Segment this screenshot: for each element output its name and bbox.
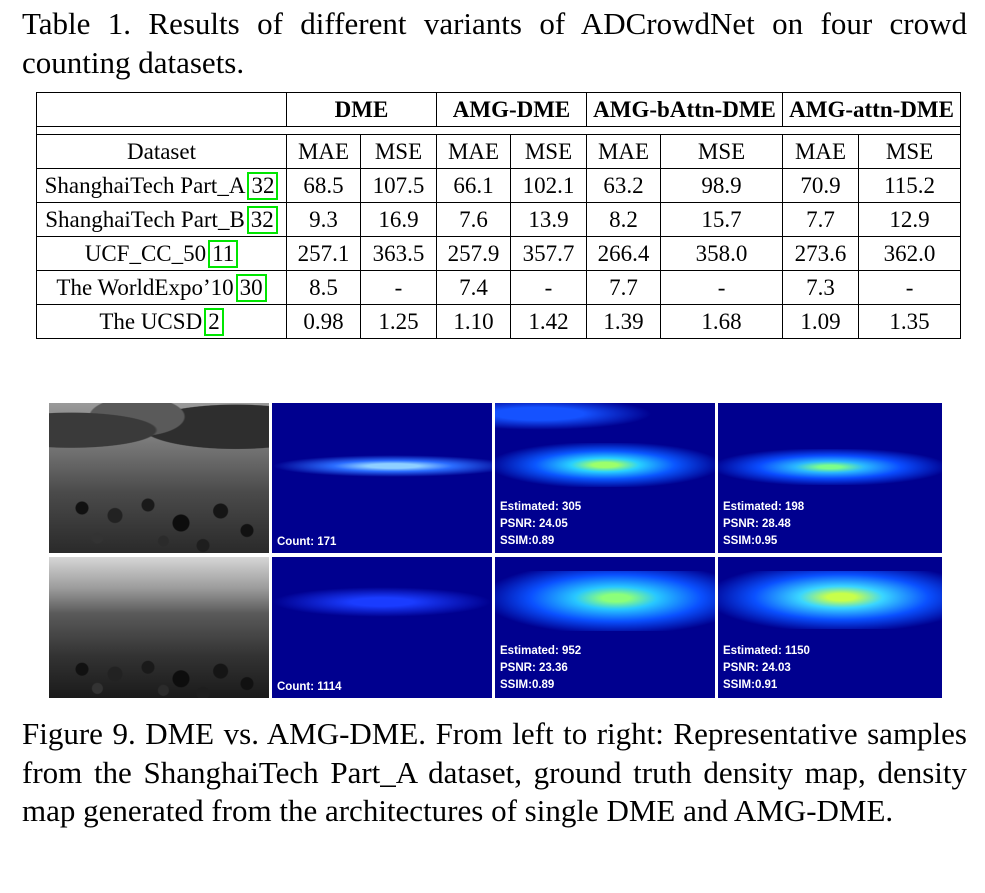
dme-density-map-1: Estimated: 305 PSNR: 24.05 SSIM:0.89: [495, 403, 715, 553]
citation-link[interactable]: 11: [208, 239, 239, 268]
table-caption: Table 1. Results of different variants o…: [22, 6, 967, 80]
table-cell-best: 7.3: [782, 270, 860, 305]
citation-link[interactable]: 2: [204, 307, 224, 336]
table-cell: -: [359, 270, 438, 305]
table-cell: 1.09: [782, 304, 860, 339]
amg-dme-density-map-1: Estimated: 198 PSNR: 28.48 SSIM:0.95: [718, 403, 942, 553]
citation-link[interactable]: 32: [246, 205, 278, 234]
ground-truth-count: Count: 1114: [277, 681, 342, 693]
dme-estimate-text: Estimated: 305 PSNR: 24.05 SSIM:0.89: [500, 501, 582, 547]
table-cell: 257.9: [436, 236, 512, 271]
table-cell: 8.5: [286, 270, 361, 305]
metric-header: MAE: [782, 134, 860, 169]
table-cell: -: [660, 270, 784, 305]
group-header-row: DME AMG-DME AMG-bAttn-DME AMG-attn-DME: [36, 92, 962, 127]
empty-corner-cell: [36, 92, 287, 127]
metric-header: MAE: [436, 134, 512, 169]
results-table: DME AMG-DME AMG-bAttn-DME AMG-attn-DME D…: [36, 92, 962, 339]
dataset-name: The UCSD 2: [36, 304, 287, 339]
ground-truth-density-map-2: Count: 1114: [272, 557, 492, 698]
table-row: The WorldExpo’10 30 8.5 - 7.4 - 7.7 - 7.3…: [36, 270, 962, 305]
table-cell: 68.5: [286, 168, 361, 203]
metric-header: MSE: [359, 134, 438, 169]
table-cell: 66.1: [436, 168, 512, 203]
group-header-dme: DME: [285, 92, 438, 127]
crowd-photo-sample-1: [49, 403, 269, 553]
table-cell-best: 7.6: [436, 202, 512, 237]
dataset-header: Dataset: [36, 134, 287, 169]
amg-dme-estimate-text: Estimated: 198 PSNR: 28.48 SSIM:0.95: [723, 501, 805, 547]
crowd-photo-sample-2: [49, 557, 269, 698]
table-cell: 102.1: [510, 168, 588, 203]
table-cell: 70.9: [782, 168, 860, 203]
table-cell: -: [858, 270, 962, 305]
table-cell: 7.4: [436, 270, 512, 305]
figure-caption: Figure 9. DME vs. AMG-DME. From left to …: [22, 716, 967, 828]
table-cell-best: 63.2: [586, 168, 662, 203]
table-row: ShanghaiTech Part_B 32 9.3 16.9 7.6 13.9 …: [36, 202, 962, 237]
table-cell: 1.68: [660, 304, 784, 339]
citation-link[interactable]: 32: [247, 171, 279, 200]
table-cell: 15.7: [660, 202, 784, 237]
ground-truth-count: Count: 171: [277, 536, 337, 548]
table-row: UCF_CC_50 11 257.1 363.5 257.9 357.7 266.…: [36, 236, 962, 271]
table-cell: 8.2: [586, 202, 662, 237]
table-cell: 273.6: [782, 236, 860, 271]
group-header-amg-dme: AMG-DME: [436, 92, 588, 127]
table-cell: 115.2: [858, 168, 962, 203]
table-cell: 363.5: [359, 236, 438, 271]
citation-link[interactable]: 30: [235, 273, 267, 302]
dme-density-map-2: Estimated: 952 PSNR: 23.36 SSIM:0.89: [495, 557, 715, 698]
table-cell-best: 0.98: [286, 304, 361, 339]
dataset-name: ShanghaiTech Part_B 32: [36, 202, 287, 237]
header-gap-row: [36, 126, 962, 135]
table-cell: 1.42: [510, 304, 588, 339]
table-cell: 9.3: [286, 202, 361, 237]
dme-estimate-text: Estimated: 952 PSNR: 23.36 SSIM:0.89: [500, 645, 582, 691]
table-row: ShanghaiTech Part_A 32 68.5 107.5 66.1 10…: [36, 168, 962, 203]
group-header-amg-attn-dme: AMG-attn-DME: [782, 92, 962, 127]
table-cell-best: 1.25: [359, 304, 438, 339]
table-cell: 358.0: [660, 236, 784, 271]
table-cell: -: [510, 270, 588, 305]
table-cell: 1.39: [586, 304, 662, 339]
metric-header: MSE: [510, 134, 588, 169]
dataset-name: ShanghaiTech Part_A 32: [36, 168, 287, 203]
dataset-name: UCF_CC_50 11: [36, 236, 287, 271]
table-cell: 362.0: [858, 236, 962, 271]
metric-header: MSE: [858, 134, 962, 169]
table-cell: 7.7: [782, 202, 860, 237]
table-cell: 16.9: [359, 202, 438, 237]
metric-header: MSE: [660, 134, 784, 169]
metric-header-row: Dataset MAE MSE MAE MSE MAE MSE MAE MSE: [36, 134, 962, 169]
figure-grid: Count: 171 Estimated: 305 PSNR: 24.05 SS…: [49, 403, 942, 698]
table-cell: 107.5: [359, 168, 438, 203]
metric-header: MAE: [286, 134, 361, 169]
table-cell: 266.4: [586, 236, 662, 271]
table-cell: 1.10: [436, 304, 512, 339]
table-cell-best: 257.1: [286, 236, 361, 271]
table-cell: 13.9: [510, 202, 588, 237]
table-cell-best: 12.9: [858, 202, 962, 237]
metric-header: MAE: [586, 134, 662, 169]
dataset-name: The WorldExpo’10 30: [36, 270, 287, 305]
table-cell-best: 98.9: [660, 168, 784, 203]
table-row: The UCSD 2 0.98 1.25 1.10 1.42 1.39 1.68 …: [36, 304, 962, 339]
table-cell: 7.7: [586, 270, 662, 305]
amg-dme-estimate-text: Estimated: 1150 PSNR: 24.03 SSIM:0.91: [723, 645, 810, 691]
table-cell: 1.35: [858, 304, 962, 339]
table-cell-best: 357.7: [510, 236, 588, 271]
ground-truth-density-map-1: Count: 171: [272, 403, 492, 553]
amg-dme-density-map-2: Estimated: 1150 PSNR: 24.03 SSIM:0.91: [718, 557, 942, 698]
group-header-amg-battn-dme: AMG-bAttn-DME: [586, 92, 784, 127]
